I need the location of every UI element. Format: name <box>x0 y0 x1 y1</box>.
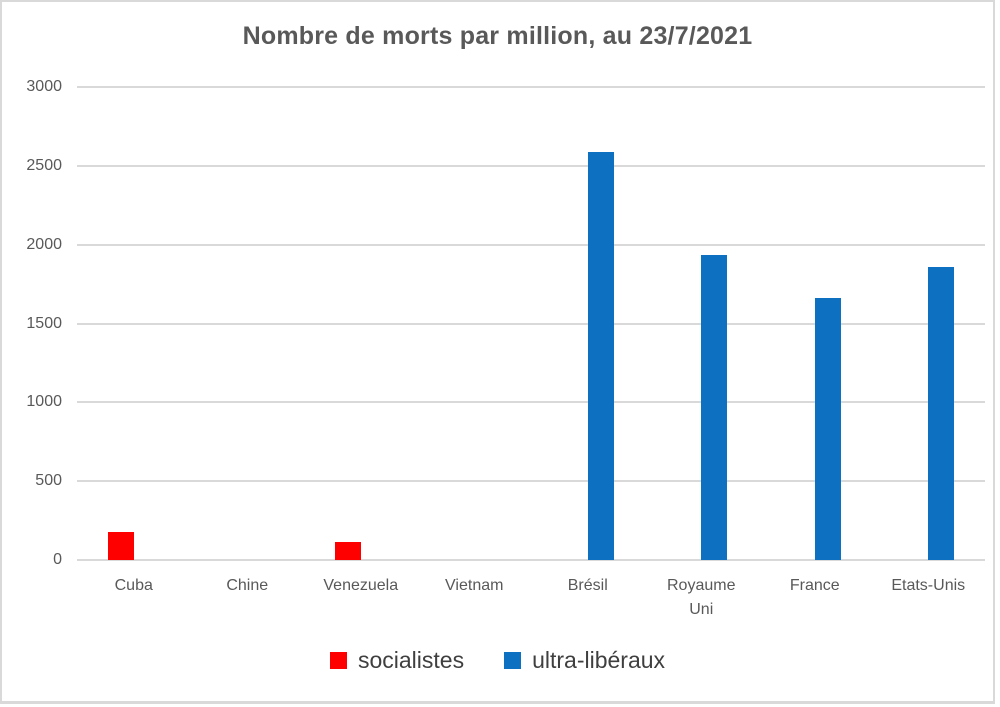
legend-swatch-red <box>329 652 347 669</box>
y-axis-tick-label: 3000 <box>26 78 62 95</box>
y-axis-tick-label: 500 <box>35 472 62 490</box>
x-axis-label-cuba: Cuba <box>114 577 153 594</box>
bar-ultra-libéraux-Etats-Unis <box>928 266 955 560</box>
x-axis-label-venezuela: Venezuela <box>323 577 399 594</box>
x-axis-label-vietnam: Vietnam <box>445 577 504 594</box>
y-axis-tick-label: 1500 <box>26 314 62 332</box>
bar-socialistes-Venezuela <box>334 541 361 560</box>
x-axis-line <box>77 559 985 561</box>
x-axis-label-france: France <box>789 577 840 594</box>
x-axis-label-royaume-uni: Royaume Uni <box>667 577 736 618</box>
y-axis-tick-label: 2500 <box>26 156 62 174</box>
plot-area <box>77 86 985 561</box>
x-axis-label-chine: Chine <box>226 577 269 594</box>
bar-ultra-libéraux-Brésil <box>587 151 614 560</box>
gridline-1500 <box>77 322 985 325</box>
legend-item-ultra-liberaux: ultra-libéraux <box>504 647 665 674</box>
chart-title: Nombre de morts par million, au 23/7/202… <box>242 22 753 50</box>
gridline-2000 <box>77 243 985 246</box>
legend-item-socialistes: socialistes <box>329 647 465 674</box>
gridline-1000 <box>77 401 985 404</box>
y-axis-tick-label: 0 <box>53 551 62 568</box>
y-axis-tick-label: 2000 <box>26 235 62 253</box>
bar-ultra-libéraux-France <box>814 298 841 560</box>
legend: socialistes ultra-libéraux <box>0 647 995 674</box>
bar-socialistes-Cuba <box>107 531 134 560</box>
legend-label-socialistes: socialistes <box>357 647 465 673</box>
y-axis-tick-label: 1000 <box>26 393 62 411</box>
gridline-2500 <box>77 164 985 167</box>
x-axis-label-etats-unis: Etats-Unis <box>891 577 966 594</box>
gridline-3000 <box>77 86 985 88</box>
legend-swatch-blue <box>504 652 522 669</box>
bar-ultra-libéraux-Royaume Uni <box>701 254 728 560</box>
legend-label-ultra-liberaux: ultra-libéraux <box>532 647 666 673</box>
gridline-500 <box>77 480 985 483</box>
x-axis-label-br-sil: Brésil <box>567 577 608 594</box>
